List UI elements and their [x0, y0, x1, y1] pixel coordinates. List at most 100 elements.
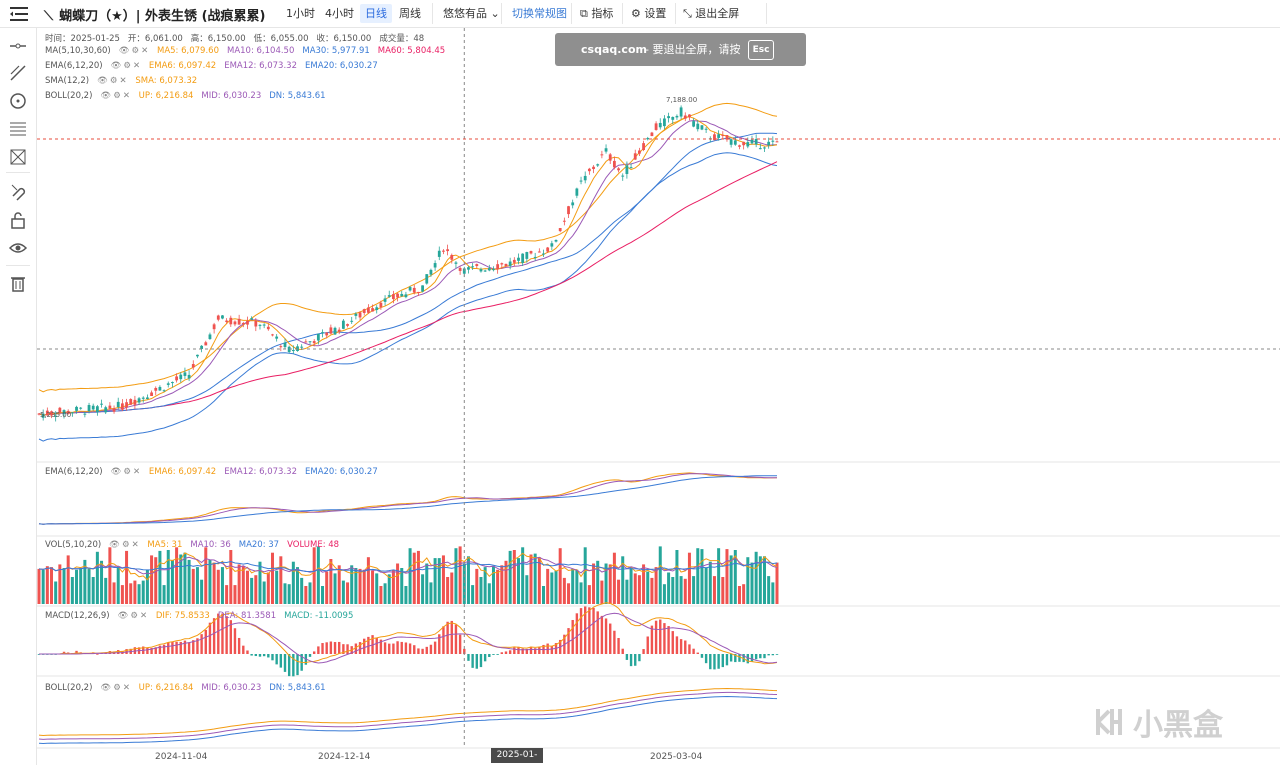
trash-icon[interactable] — [8, 273, 28, 293]
legend-controls-icon[interactable]: 👁⚙✕ — [118, 46, 151, 56]
candle-body — [350, 320, 354, 322]
ma60-line — [38, 161, 778, 417]
volume-bar — [204, 547, 208, 604]
candle-body — [346, 324, 349, 326]
magnet-icon[interactable] — [8, 181, 28, 201]
volume-bar — [225, 585, 229, 604]
volume-bar — [195, 567, 199, 604]
pattern-tool-icon[interactable] — [8, 147, 28, 167]
volume-bar — [291, 561, 295, 604]
volume-bar — [504, 560, 508, 604]
menu-icon[interactable] — [10, 6, 28, 22]
interval-weekly-button[interactable]: 周线 — [399, 7, 421, 20]
legend-controls-icon[interactable]: 👁⚙✕ — [110, 61, 143, 71]
volume-bar — [529, 554, 533, 604]
settings-button[interactable]: ⚙ 设置 — [631, 7, 667, 20]
legend-controls-icon[interactable]: 👁⚙✕ — [97, 76, 129, 86]
candle-body — [183, 372, 187, 376]
legend-controls-icon[interactable]: 👁⚙✕ — [100, 91, 132, 101]
legend-controls-icon[interactable]: 👁⚙✕ — [117, 611, 150, 621]
fibonacci-icon[interactable] — [8, 119, 28, 139]
volume-bar — [558, 548, 562, 604]
macd-histogram-bar — [171, 641, 174, 654]
volume-bar — [767, 576, 771, 604]
candle-body — [166, 383, 170, 385]
volume-bar — [208, 559, 212, 604]
candle-body — [208, 334, 212, 340]
macd-histogram-bar — [404, 642, 408, 654]
candle-body — [508, 261, 512, 266]
volume-bar — [350, 565, 354, 604]
candle-body — [362, 309, 366, 313]
volume-bar — [100, 560, 104, 604]
candle-body — [246, 320, 249, 325]
volume-bar — [333, 573, 337, 604]
boll-sub-upper-line — [38, 687, 778, 737]
volume-bar — [712, 576, 716, 604]
volume-bar — [396, 563, 400, 604]
macd-histogram-bar — [483, 654, 487, 662]
macd-histogram-bar — [721, 654, 724, 668]
legend-controls-icon[interactable]: 👁⚙✕ — [110, 467, 143, 477]
candle-body — [291, 350, 295, 352]
trend-line-icon[interactable] — [8, 63, 28, 83]
candle-body — [717, 134, 721, 138]
volume-bar — [166, 550, 170, 604]
macd-histogram-bar — [179, 641, 182, 654]
candle-body — [279, 346, 283, 348]
volume-bar — [346, 582, 350, 604]
legend-controls-icon[interactable]: 👁⚙✕ — [109, 540, 141, 550]
boll-sub-mid-line — [38, 691, 778, 740]
volume-bar — [604, 563, 608, 604]
lock-icon[interactable] — [8, 210, 28, 230]
interval-4h-button[interactable]: 4小时 — [325, 7, 354, 20]
candle-body — [771, 140, 775, 142]
volume-bar — [617, 579, 621, 604]
candle-body — [704, 128, 708, 130]
macd-histogram-bar — [225, 616, 228, 654]
horizontal-line-icon[interactable] — [8, 36, 28, 56]
volume-bar — [262, 581, 266, 604]
vol-ma10-line — [38, 556, 778, 575]
macd-histogram-bar — [763, 654, 766, 659]
eye-icon[interactable] — [8, 238, 28, 258]
candle-body — [58, 407, 62, 413]
indicators-button[interactable]: ⧉ 指标 — [580, 7, 614, 20]
volume-bar — [771, 582, 775, 604]
ema-legend: EMA(6,12,20) 👁⚙✕ EMA6: 6,097.42 EMA12: 6,0… — [45, 61, 378, 71]
page-title: ⟍ 蝴蝶刀（★）| 外表生锈 (战痕累累) — [44, 9, 266, 24]
volume-bar — [120, 585, 124, 604]
volume-bar — [508, 550, 512, 604]
circle-tool-icon[interactable] — [8, 91, 28, 111]
kline-chart[interactable] — [37, 28, 1280, 765]
volume-bar — [175, 547, 179, 604]
high-price-mark: 7,188.00 — [666, 96, 698, 104]
macd-histogram-bar — [575, 613, 579, 654]
macd-histogram-bar — [183, 640, 187, 654]
legend-controls-icon[interactable]: 👁⚙✕ — [100, 683, 132, 693]
candle-body — [592, 166, 595, 170]
macd-histogram-bar — [713, 654, 716, 670]
volume-bar — [75, 569, 79, 604]
candle-body — [354, 313, 358, 316]
candle-body — [633, 153, 637, 160]
macd-histogram-bar — [296, 654, 299, 676]
exit-fullscreen-toast: csqaq.com - 要退出全屏，请按 Esc — [555, 33, 806, 66]
volume-bar — [762, 556, 766, 604]
exit-fullscreen-button[interactable]: ⤡ 退出全屏 — [683, 7, 740, 20]
macd-histogram-bar — [529, 646, 533, 654]
volume-bar — [45, 566, 49, 604]
macd-histogram-bar — [262, 654, 266, 657]
macd-histogram-bar — [450, 620, 453, 654]
gear-icon: ⚙ — [631, 7, 645, 20]
interval-1h-button[interactable]: 1小时 — [286, 7, 315, 20]
macd-histogram-bar — [654, 620, 658, 654]
candle-body — [450, 254, 454, 260]
interval-daily-button[interactable]: 日线 — [360, 4, 392, 23]
candle-body — [158, 386, 162, 391]
platform-select[interactable]: 悠悠有品 ⌄ — [443, 7, 500, 20]
low-price-mark: 5,235.00 — [40, 411, 72, 419]
candle-body — [225, 320, 229, 323]
switch-view-button[interactable]: 切换常规图 — [512, 7, 567, 20]
volume-bar — [62, 568, 66, 604]
